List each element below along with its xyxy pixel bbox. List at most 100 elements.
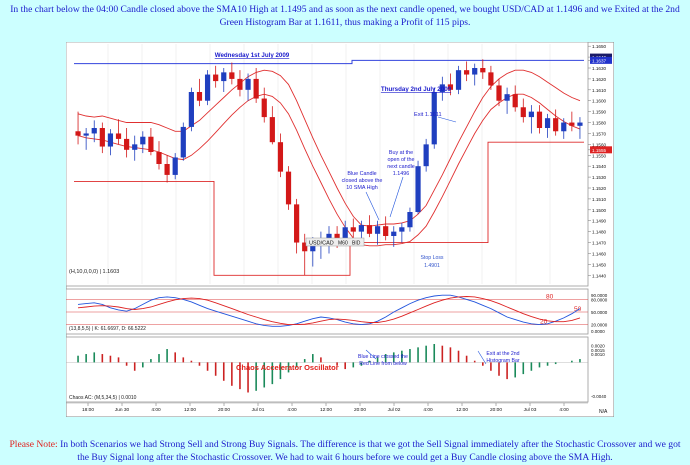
candle [75,111,81,145]
buy-label: Buy at the [389,150,413,156]
price-axis-label: 1.1540 [592,164,606,169]
price-axis-label: 1.1510 [592,197,606,202]
blue-candle-label: closed above the [342,178,383,184]
candle [115,119,122,145]
timeframe-label: M60 [338,241,348,247]
resistance-line [74,59,584,65]
candle [455,65,462,95]
candle [261,87,267,123]
candle [229,62,235,85]
price-axis-label: 1.1470 [592,241,606,246]
x-axis-label: Jul 03 [524,407,537,413]
candle [358,220,364,241]
price-axis-label: 1.1580 [592,121,606,126]
annotation-arrow [389,176,404,218]
candle [294,198,300,254]
candle [528,105,534,134]
note-text: In both Scenarios we had Strong Sell and… [57,439,681,463]
stoch-axis-label: 90.0000 [591,293,608,298]
candle [512,85,518,112]
symbol-label: USD/CAD [309,241,334,247]
candle [569,111,575,132]
price-axis-label: 1.1450 [592,262,606,267]
candle [504,87,510,114]
candle [407,207,413,232]
stoch-d-line [77,296,581,326]
candle [237,70,243,97]
price-axis-label: 1.1500 [592,208,606,213]
candle [439,76,445,101]
candle [374,220,381,245]
candle [221,68,227,92]
candle [269,106,275,145]
candle [148,128,154,156]
stoch-level-label: 20 [540,319,548,326]
x-axis-label: 4:00 [151,407,161,413]
candle [285,166,292,210]
stoch-indicator-label: (13,8,5,5) | K: 61.6697, D: 66.5222 [69,326,146,332]
forex-chart: 1.16501.16401.16371.16301.16201.16101.16… [66,42,614,417]
candle [132,135,138,161]
chaos-axis-label: 0.0010 [591,352,605,357]
price-axis-label: 1.1520 [592,186,606,191]
price-axis-label: 1.1620 [592,77,606,82]
price-axis-label: 1.1630 [592,66,606,71]
price-axis-label: 1.1590 [592,110,606,115]
candle [480,59,486,79]
candle [464,61,470,82]
blue-candle-label: Blue Candle [347,171,376,177]
price-axis-label: 1.1440 [592,273,606,278]
footer-note: Please Note: In both Scenarios we had St… [4,439,686,464]
price-axis-label: 1.1637 [592,58,606,63]
candle [91,120,97,143]
annotation-arrow [437,116,457,123]
price-axis-label: 1.1560 [592,142,606,147]
x-axis-label: 20:00 [490,407,502,413]
candle [496,78,502,107]
price-axis-label: 1.1600 [592,99,606,104]
date-label-thu: Thursday 2nd July 2009 [381,86,452,93]
candle [172,153,178,180]
stoch-k-line [77,294,581,327]
chaos-title: Chaos Accelerator Oscillator [236,363,339,372]
exit-hist-label: Histogram Bar [486,358,519,364]
price-axis-label: 1.1650 [592,44,606,49]
exit-label: Exit 1.1611 [414,112,442,118]
x-axis-label: Jul 01 [252,407,265,413]
candle [544,113,551,138]
na-label: N/A [599,409,608,415]
candle [140,131,146,154]
candle [561,118,567,139]
chaos-axis-label: 0.0020 [591,344,605,349]
candle [553,109,559,136]
sma-high-line [77,69,581,227]
price-axis-label: 1.1550 [592,153,606,158]
candle [431,87,437,149]
price-axis-label: 1.1490 [592,219,606,224]
symbol-tab[interactable] [305,237,365,247]
candle [488,65,494,90]
candle [253,68,259,103]
price-axis-label: 1.1610 [592,88,606,93]
candle [383,216,389,241]
candle [399,222,405,243]
candle [520,98,526,123]
annotation-arrow [365,349,377,360]
stoch-cross-label: Red Line from below [359,361,407,367]
candle [536,105,543,134]
candle [188,87,194,132]
price-axis-label: 1.1460 [592,251,606,256]
candle [99,122,105,154]
bid-label: BID [352,241,361,247]
price-axis-label: 1.1530 [592,175,606,180]
x-axis-label: 20:00 [354,407,366,413]
candle [447,73,454,96]
stop-loss-label: 1.4901 [424,263,440,269]
chaos-indicator-label: Chaos AC: (M,5,34,5) | 0.0010 [69,395,137,401]
candle [391,226,397,247]
candle [366,215,373,238]
buy-label: open of the [388,157,415,163]
x-axis-label: 4:00 [423,407,433,413]
blue-candle-label: 10 SMA High [346,185,377,191]
candle [245,73,251,101]
